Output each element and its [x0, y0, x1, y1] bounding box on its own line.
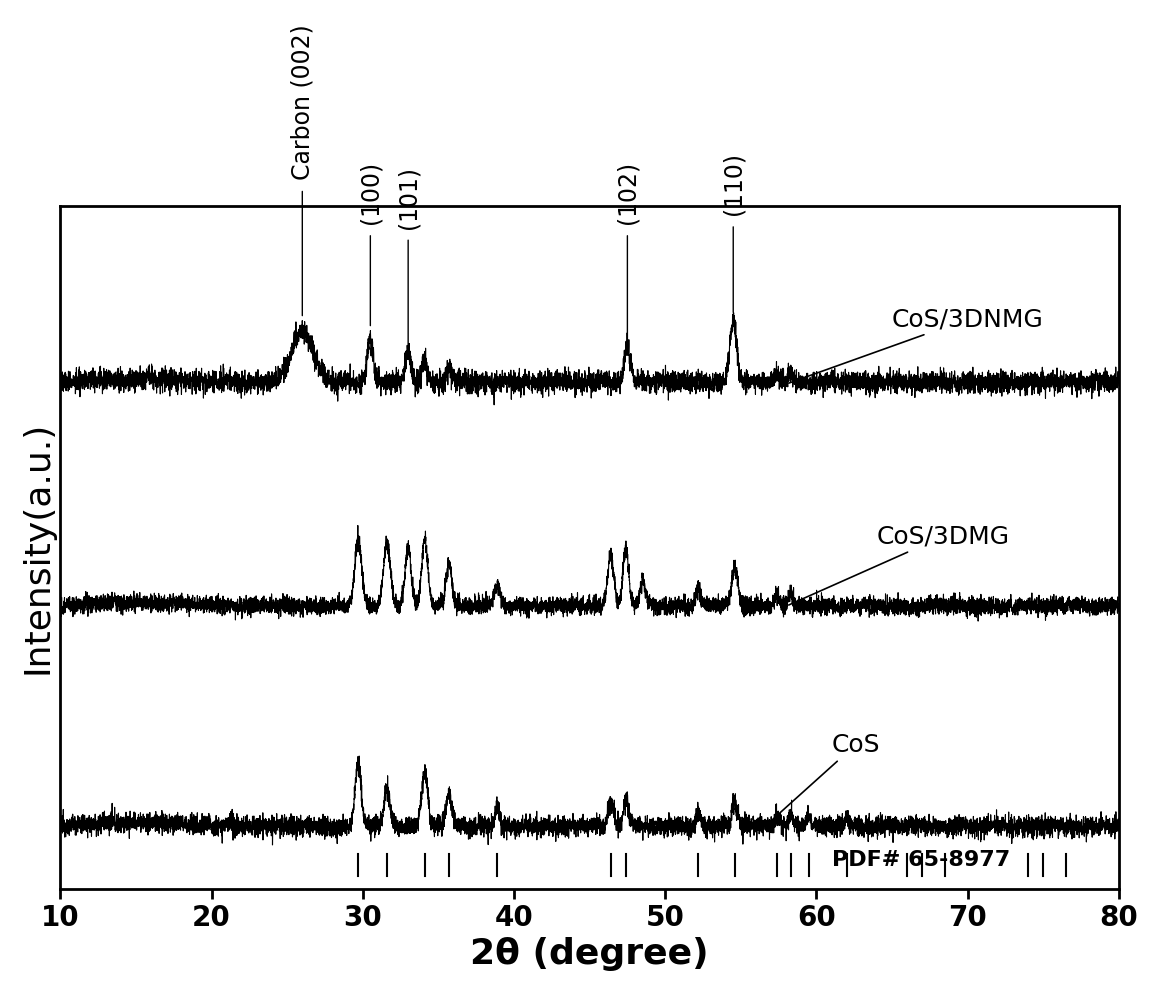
Y-axis label: Intensity(a.u.): Intensity(a.u.) — [21, 421, 54, 675]
Text: CoS/3DNMG: CoS/3DNMG — [789, 308, 1044, 383]
X-axis label: 2θ (degree): 2θ (degree) — [471, 937, 709, 971]
Text: (110): (110) — [721, 152, 745, 215]
Text: (102): (102) — [615, 161, 640, 224]
Text: CoS: CoS — [773, 733, 880, 819]
Text: (101): (101) — [396, 166, 421, 228]
Text: PDF# 65-8977: PDF# 65-8977 — [831, 850, 1009, 870]
Text: (100): (100) — [358, 161, 382, 224]
Text: Carbon (002): Carbon (002) — [290, 24, 314, 180]
Text: CoS/3DMG: CoS/3DMG — [788, 524, 1009, 605]
